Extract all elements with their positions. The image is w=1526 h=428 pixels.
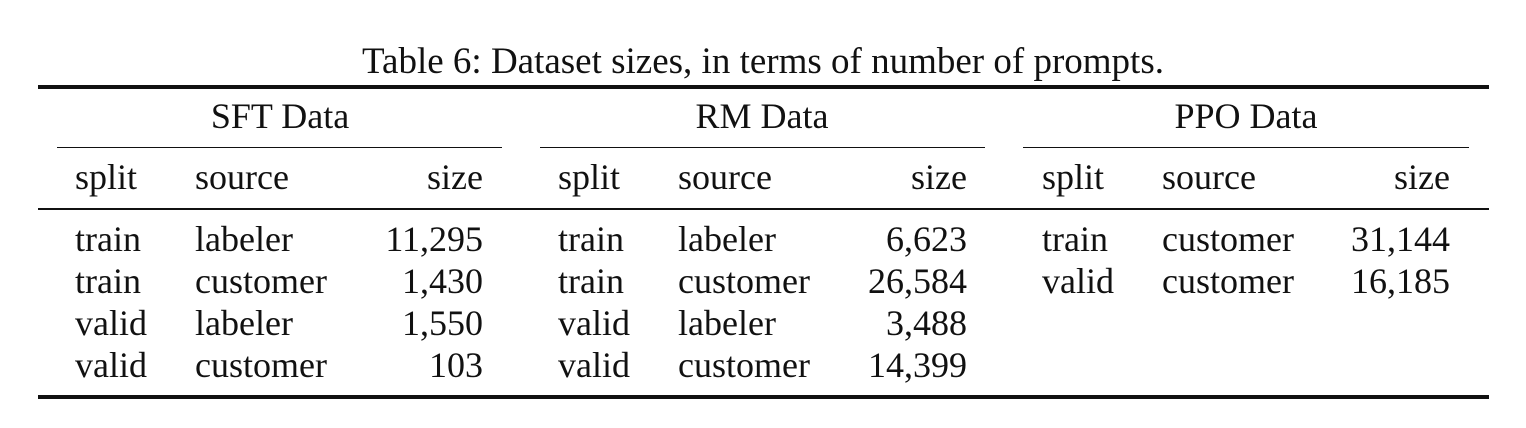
- column-header-ppo-source: source: [1162, 157, 1256, 197]
- column-header-ppo-size: size: [1394, 157, 1450, 197]
- table-cell-rm-split: valid: [558, 345, 630, 385]
- table-cell-sft-split: valid: [75, 303, 147, 343]
- table-cell-rm-size: 3,488: [886, 303, 967, 343]
- table-bottom-rule: [38, 395, 1489, 399]
- column-header-rm-source: source: [678, 157, 772, 197]
- table-cell-ppo-source: customer: [1162, 219, 1294, 259]
- table-cell-sft-source: customer: [195, 345, 327, 385]
- table-cell-sft-source: customer: [195, 261, 327, 301]
- column-header-rm-split: split: [558, 157, 621, 197]
- column-header-sft-source: source: [195, 157, 289, 197]
- group-title-ppo: PPO Data: [1174, 96, 1318, 136]
- column-header-ppo-split: split: [1042, 157, 1105, 197]
- table-cell-sft-split: train: [75, 261, 141, 301]
- table-cell-sft-source: labeler: [195, 219, 293, 259]
- table-cell-ppo-size: 31,144: [1351, 219, 1450, 259]
- column-header-sft-split: split: [75, 157, 138, 197]
- table-cell-rm-split: valid: [558, 303, 630, 343]
- table-cell-rm-source: labeler: [678, 219, 776, 259]
- table-cell-sft-source: labeler: [195, 303, 293, 343]
- group-title-rm: RM Data: [695, 96, 829, 136]
- table-cell-rm-split: train: [558, 261, 624, 301]
- table-cell-ppo-split: valid: [1042, 261, 1114, 301]
- table-header-rule: [38, 208, 1489, 210]
- group-rule-sft: [57, 147, 502, 148]
- table-cell-ppo-source: customer: [1162, 261, 1294, 301]
- table-cell-rm-source: customer: [678, 345, 810, 385]
- group-rule-rm: [540, 147, 985, 148]
- table-cell-sft-size: 11,295: [385, 219, 483, 259]
- table-caption: Table 6: Dataset sizes, in terms of numb…: [362, 41, 1164, 82]
- table-cell-sft-size: 1,430: [402, 261, 483, 301]
- column-header-rm-size: size: [911, 157, 967, 197]
- column-header-sft-size: size: [427, 157, 483, 197]
- table-cell-sft-size: 103: [429, 345, 483, 385]
- group-rule-ppo: [1023, 147, 1469, 148]
- table-cell-rm-size: 14,399: [868, 345, 967, 385]
- table-cell-sft-split: valid: [75, 345, 147, 385]
- table-cell-rm-split: train: [558, 219, 624, 259]
- table-cell-rm-source: labeler: [678, 303, 776, 343]
- table-cell-rm-size: 26,584: [868, 261, 967, 301]
- table-cell-sft-split: train: [75, 219, 141, 259]
- group-title-sft: SFT Data: [210, 96, 350, 136]
- table-cell-rm-size: 6,623: [886, 219, 967, 259]
- table-cell-rm-source: customer: [678, 261, 810, 301]
- table-top-rule: [38, 85, 1489, 89]
- table-cell-sft-size: 1,550: [402, 303, 483, 343]
- table-cell-ppo-split: train: [1042, 219, 1108, 259]
- table-cell-ppo-size: 16,185: [1351, 261, 1450, 301]
